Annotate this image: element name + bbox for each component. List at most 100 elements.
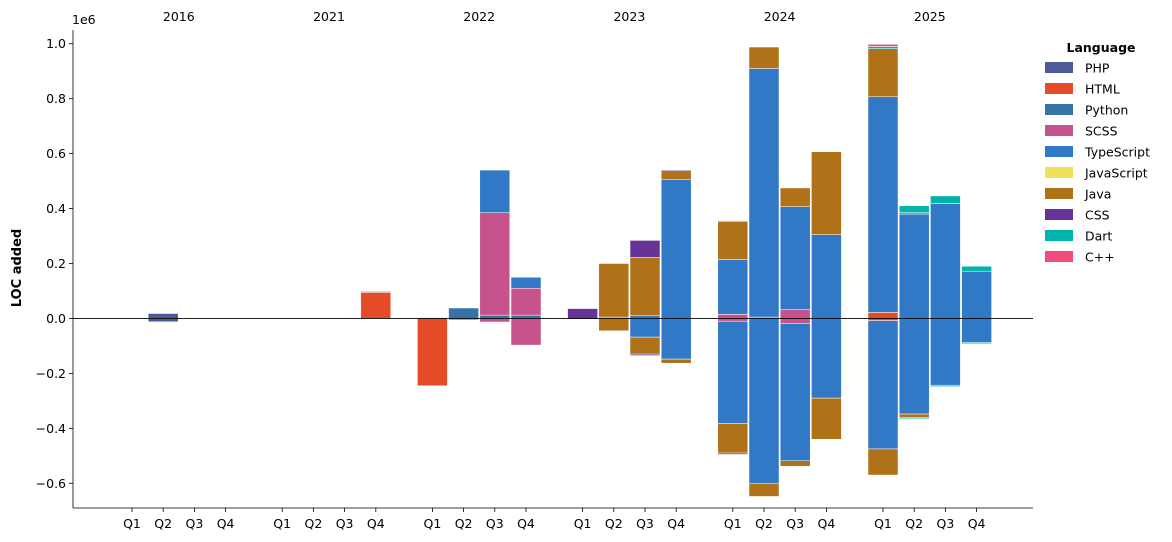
x-tick-label: Q1 xyxy=(574,516,592,531)
legend-swatch xyxy=(1045,188,1073,199)
bar-segment-scss-neg xyxy=(479,318,511,323)
legend-swatch xyxy=(1045,209,1073,220)
axes-layer: −0.6 −0.4 −0.2 0.0 0.2 0.4 0.6 0.8 1.0 Q1 Q2 Q3 Q4 20… xyxy=(36,9,1033,531)
legend-label: PHP xyxy=(1085,61,1110,76)
bar-segment-typescript-neg xyxy=(867,320,899,450)
legend-entry-python: Python xyxy=(1045,103,1128,118)
y-tick-label: 0.6 xyxy=(46,146,66,161)
y-axis-label: LOC added xyxy=(10,229,25,307)
y-tick-label: 1.0 xyxy=(46,36,66,51)
y-multiplier-label: 1e6 xyxy=(72,12,96,27)
x-tick-label: Q4 xyxy=(818,516,836,531)
bar-2021-Q4 xyxy=(360,291,392,319)
bar-2023-Q4 xyxy=(660,169,692,364)
bar-segment-dart-neg xyxy=(898,417,930,419)
legend-entry-java: Java xyxy=(1045,187,1111,202)
bar-2024-Q1 xyxy=(717,220,749,455)
legend-label: Java xyxy=(1084,187,1111,202)
year-label: 2024 xyxy=(764,9,796,24)
bar-2022-Q4 xyxy=(510,276,542,346)
bar-segment-java-neg xyxy=(717,423,749,454)
bar-segment-scss-neg xyxy=(779,318,811,324)
bar-segment-html-pos xyxy=(360,292,392,319)
legend-swatch xyxy=(1045,125,1073,136)
x-tick-label: Q2 xyxy=(605,516,623,531)
bar-2025-Q1 xyxy=(867,44,899,476)
bar-segment-java-neg xyxy=(660,358,692,364)
bar-segment-typescript-pos xyxy=(479,169,511,213)
bar-2025-Q2 xyxy=(898,205,930,419)
x-tick-label: Q3 xyxy=(486,516,504,531)
legend-label: HTML xyxy=(1085,82,1120,97)
legend-entry-css: CSS xyxy=(1045,208,1110,223)
bar-segment-typescript-neg xyxy=(779,323,811,461)
x-tick-label: Q1 xyxy=(724,516,742,531)
x-tick-label: Q4 xyxy=(667,516,685,531)
bar-segment-typescript-pos xyxy=(779,206,811,310)
legend-swatch xyxy=(1045,104,1073,115)
legend-entry-cpp: C++ xyxy=(1045,250,1115,265)
bar-segment-scss-pos xyxy=(479,212,511,316)
bar-segment-java-pos xyxy=(748,46,780,69)
bar-2022-Q3 xyxy=(479,169,511,323)
bar-segment-typescript-neg xyxy=(717,320,749,424)
x-tick-label: Q3 xyxy=(336,516,354,531)
bar-segment-php-neg xyxy=(147,318,179,322)
bar-2024-Q3 xyxy=(779,187,811,467)
bar-segment-java-neg xyxy=(779,460,811,467)
legend-swatch xyxy=(1045,251,1073,262)
year-label: 2023 xyxy=(613,9,645,24)
legend-entry-php: PHP xyxy=(1045,61,1110,76)
bar-2024-Q4 xyxy=(811,151,842,440)
legend-label: CSS xyxy=(1085,208,1110,223)
legend-entry-dart: Dart xyxy=(1045,229,1112,244)
bar-segment-java-neg xyxy=(898,413,930,418)
y-tick-label: −0.2 xyxy=(36,366,66,381)
legend-label: TypeScript xyxy=(1084,145,1150,160)
bar-segment-typescript-pos xyxy=(629,315,661,319)
legend-title: Language xyxy=(1066,40,1135,55)
bar-segment-typescript-pos xyxy=(930,203,961,319)
legend-label: Dart xyxy=(1085,229,1112,244)
bar-2023-Q1 xyxy=(567,308,598,320)
x-tick-label: Q4 xyxy=(968,516,986,531)
legend-label: SCSS xyxy=(1085,124,1118,139)
bar-segment-typescript-pos xyxy=(811,234,842,319)
x-tick-label: Q4 xyxy=(367,516,385,531)
legend-entry-javascript: JavaScript xyxy=(1045,166,1148,181)
year-label: 2022 xyxy=(463,9,495,24)
bar-segment-java-pos xyxy=(811,151,842,235)
x-tick-label: Q2 xyxy=(905,516,923,531)
bar-segment-css-pos xyxy=(660,169,692,171)
bar-segment-python-pos xyxy=(448,307,479,319)
bar-segment-scss-pos xyxy=(510,287,542,316)
bar-2022-Q1 xyxy=(417,317,448,387)
year-label: 2025 xyxy=(914,9,946,24)
y-tick-label: 0.4 xyxy=(46,201,66,216)
bar-segment-typescript-pos xyxy=(748,68,780,318)
legend-label: C++ xyxy=(1085,250,1115,265)
bar-segment-css-pos xyxy=(717,220,749,222)
x-tick-label: Q1 xyxy=(123,516,141,531)
bar-segment-css-neg xyxy=(629,353,661,356)
bar-segment-java-pos xyxy=(629,257,661,316)
x-tick-label: Q1 xyxy=(273,516,291,531)
bar-segment-dart-pos xyxy=(898,205,930,213)
bar-2025-Q3 xyxy=(930,195,961,387)
bar-segment-java-neg xyxy=(598,318,630,332)
bar-segment-typescript-pos xyxy=(961,270,992,319)
x-tick-label: Q3 xyxy=(786,516,804,531)
x-tick-label: Q3 xyxy=(186,516,204,531)
legend-swatch xyxy=(1045,167,1073,178)
bar-segment-cp+-pos xyxy=(867,44,899,47)
legend-entry-scss: SCSS xyxy=(1045,124,1118,139)
x-tick-label: Q4 xyxy=(217,516,235,531)
bar-segment-typescript-pos xyxy=(867,96,899,313)
legend-entry-html: HTML xyxy=(1045,82,1120,97)
bar-2023-Q2 xyxy=(598,263,630,332)
x-tick-label: Q2 xyxy=(455,516,473,531)
legend-entry-typescript: TypeScript xyxy=(1045,145,1150,160)
legend-swatch xyxy=(1045,146,1073,157)
bar-segment-typescript-neg xyxy=(961,318,992,343)
